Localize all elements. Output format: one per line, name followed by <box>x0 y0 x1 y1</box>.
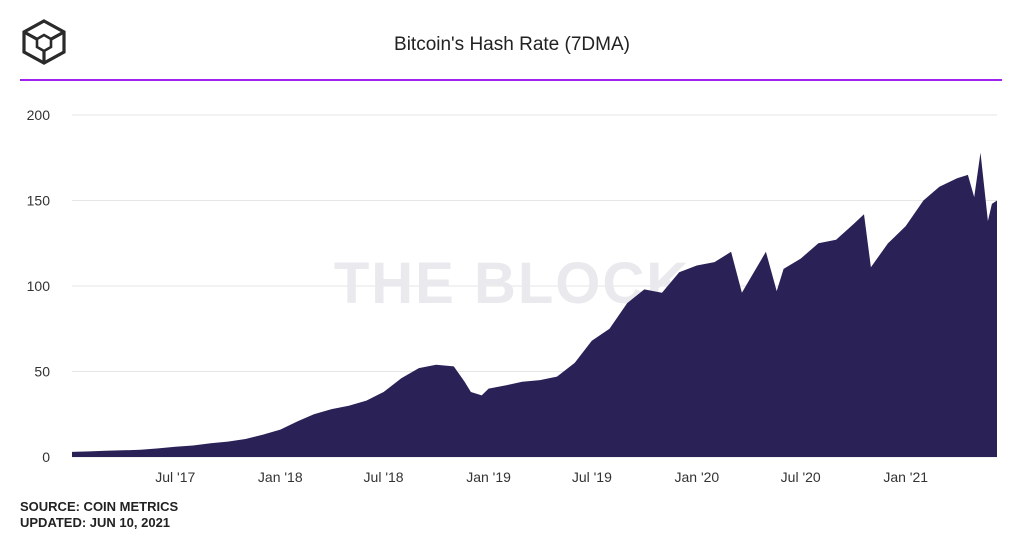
y-axis-labels: 0 50 100 150 200 <box>27 107 51 465</box>
title-divider <box>20 79 1002 81</box>
y-tick-label: 150 <box>27 193 51 209</box>
x-tick-label: Jul '20 <box>781 469 821 485</box>
x-tick-label: Jan '19 <box>466 469 511 485</box>
x-tick-label: Jul '18 <box>364 469 404 485</box>
hash-rate-area <box>72 152 997 457</box>
the-block-logo-icon <box>22 19 66 65</box>
x-tick-label: Jan '20 <box>674 469 719 485</box>
y-tick-label: 50 <box>34 364 50 380</box>
y-tick-label: 200 <box>27 107 51 123</box>
chart-title: Bitcoin's Hash Rate (7DMA) <box>394 34 630 55</box>
x-tick-label: Jan '21 <box>883 469 928 485</box>
x-tick-label: Jul '17 <box>155 469 195 485</box>
source-note: SOURCE: COIN METRICS <box>20 499 179 514</box>
y-tick-label: 100 <box>27 278 51 294</box>
y-tick-label: 0 <box>42 449 50 465</box>
x-tick-label: Jan '18 <box>258 469 303 485</box>
x-axis-labels: Jul '17 Jan '18 Jul '18 Jan '19 Jul '19 Jan '… <box>155 469 928 485</box>
area-layer <box>72 152 997 457</box>
x-tick-label: Jul '19 <box>572 469 612 485</box>
updated-note: UPDATED: JUN 10, 2021 <box>20 515 171 530</box>
